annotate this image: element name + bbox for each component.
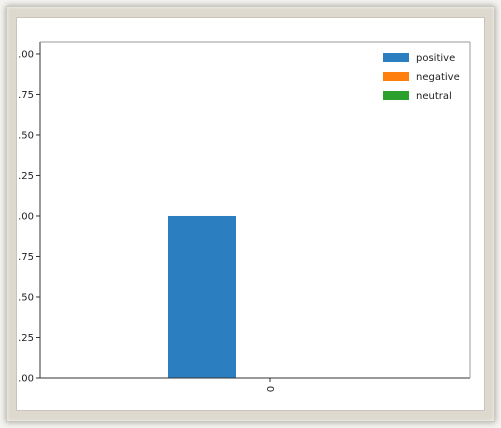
y-tick-label: .25 bbox=[18, 333, 34, 344]
legend-swatch-neutral bbox=[383, 91, 409, 100]
x-tick-label: 0 bbox=[264, 386, 275, 392]
legend-label-positive: positive bbox=[416, 53, 455, 64]
legend-label-neutral: neutral bbox=[416, 91, 452, 102]
y-tick-label: .00 bbox=[18, 374, 34, 385]
chart-panel bbox=[16, 17, 485, 411]
bar-positive bbox=[168, 215, 236, 378]
legend-label-negative: negative bbox=[416, 72, 460, 83]
y-tick-label: .50 bbox=[18, 292, 34, 303]
legend-swatch-positive bbox=[383, 53, 409, 62]
window-frame bbox=[6, 6, 495, 422]
y-tick-label: .00 bbox=[18, 211, 34, 222]
y-tick-label: .50 bbox=[18, 130, 34, 141]
legend-swatch-negative bbox=[383, 72, 409, 81]
y-tick-label: .00 bbox=[18, 49, 34, 60]
y-tick-label: .75 bbox=[18, 90, 34, 101]
y-tick-label: .75 bbox=[18, 252, 34, 263]
y-tick-label: .25 bbox=[18, 171, 34, 182]
